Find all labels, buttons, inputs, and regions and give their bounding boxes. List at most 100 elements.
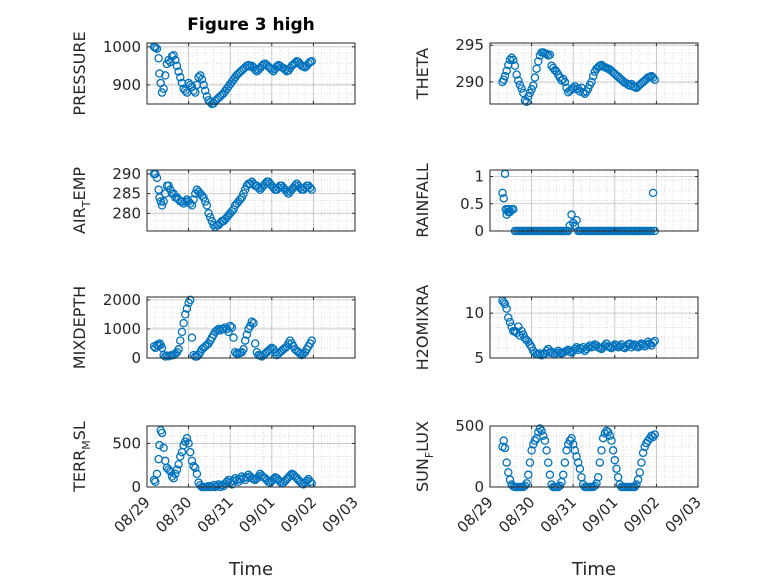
data-point <box>254 183 263 192</box>
x-tick-label: 08/29 <box>111 493 154 536</box>
data-point <box>154 54 163 63</box>
subplot-8: 0 500 SUNFLUX 08/2908/3008/3109/0109/0209/0… <box>413 417 705 536</box>
data-point <box>507 53 516 62</box>
data-point <box>176 452 185 461</box>
data-point <box>514 76 523 85</box>
data-point <box>229 333 238 342</box>
axes-box <box>489 42 699 105</box>
data-point <box>184 439 193 448</box>
data-point <box>500 443 510 453</box>
data-point <box>169 474 178 483</box>
subplot-4: 0 0.5 1 RAINFALL <box>413 163 699 240</box>
data-points <box>149 169 316 232</box>
data-point <box>635 468 645 477</box>
data-point <box>588 71 598 81</box>
y-tick-label: 0 <box>131 349 141 367</box>
data-point <box>155 69 164 78</box>
x-tick-label: 09/03 <box>662 493 705 536</box>
subplot-7: 0 500 TERRMSL 08/2908/3008/3109/0109/0209/0… <box>70 421 362 536</box>
y-axis-label: THETA <box>413 48 432 100</box>
data-point <box>530 73 540 82</box>
data-point <box>181 197 190 206</box>
plot-area <box>147 43 355 104</box>
data-point <box>590 481 600 491</box>
data-point <box>593 472 603 482</box>
data-point <box>186 295 195 305</box>
axes-box <box>146 169 356 232</box>
data-point <box>509 55 518 65</box>
y-tick-label: 5 <box>474 349 484 367</box>
y-tick-label: 500 <box>455 417 484 435</box>
data-point <box>517 84 526 93</box>
data-point <box>509 204 518 214</box>
data-point <box>152 173 162 183</box>
data-point <box>542 446 551 455</box>
data-point <box>199 193 208 202</box>
data-point <box>572 452 581 461</box>
y-tick-label: 1000 <box>103 38 141 56</box>
data-point <box>295 349 305 358</box>
data-point <box>250 339 260 348</box>
data-point <box>154 185 163 194</box>
data-point <box>637 458 646 467</box>
data-point <box>560 458 570 467</box>
data-points <box>149 42 316 109</box>
data-point <box>520 481 530 491</box>
data-point <box>645 339 654 348</box>
data-point <box>534 57 543 66</box>
data-point <box>240 336 250 345</box>
y-tick-label: 290 <box>112 165 141 183</box>
data-point <box>200 86 210 95</box>
data-point <box>290 58 300 68</box>
data-point <box>570 446 580 455</box>
data-point <box>638 448 648 458</box>
data-point <box>650 430 659 439</box>
y-axis-label: RAINFALL <box>413 163 432 238</box>
data-point <box>525 458 535 467</box>
data-point <box>595 458 605 467</box>
data-point <box>176 336 185 345</box>
data-point <box>505 317 515 327</box>
data-point <box>152 44 162 53</box>
data-point <box>612 464 621 473</box>
x-tick-label: 08/30 <box>495 493 538 536</box>
subplot-2: 290 295 THETA <box>413 36 699 107</box>
data-point <box>161 71 170 80</box>
data-point <box>179 318 188 328</box>
data-point <box>290 181 300 190</box>
y-tick-label: 290 <box>455 73 484 91</box>
y-tick-label: 0.5 <box>460 195 484 213</box>
y-tick-label: 0 <box>474 222 484 240</box>
data-point <box>567 210 576 219</box>
data-point <box>587 77 596 87</box>
data-point <box>505 475 515 484</box>
data-point <box>530 436 540 445</box>
data-point <box>182 304 192 313</box>
data-point <box>502 458 511 467</box>
y-axis-label: SUNFLUX <box>413 421 436 492</box>
data-point <box>205 212 215 222</box>
data-point <box>169 50 178 60</box>
data-point <box>510 61 520 71</box>
data-point <box>187 201 197 210</box>
data-point <box>307 336 316 345</box>
y-tick-label: 285 <box>112 185 141 203</box>
data-point <box>505 55 515 65</box>
y-axis-label: MIXDEPTH <box>70 286 89 369</box>
subplot-1: 900 1000 PRESSURE <box>70 31 356 116</box>
data-point <box>504 313 513 322</box>
data-point <box>159 443 168 453</box>
data-point <box>605 431 615 441</box>
data-point <box>562 446 571 455</box>
data-point <box>204 209 213 218</box>
data-point <box>182 433 192 443</box>
axes-box <box>146 42 356 105</box>
subplot-6: 5 10 H2OMIXRA <box>413 285 699 370</box>
data-point <box>515 331 525 340</box>
data-point <box>597 446 606 455</box>
data-point <box>524 470 533 480</box>
data-point <box>191 88 200 97</box>
data-point <box>172 61 182 71</box>
data-point <box>280 65 290 74</box>
